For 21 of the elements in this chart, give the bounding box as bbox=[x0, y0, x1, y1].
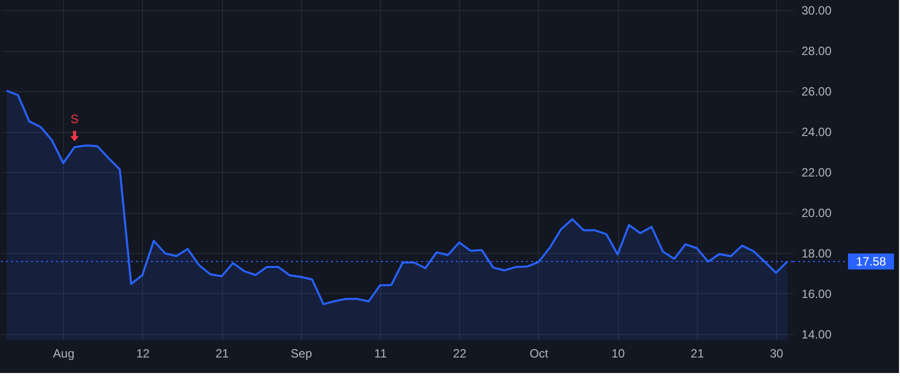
x-tick-label: 11 bbox=[374, 346, 388, 360]
annotation: S bbox=[70, 112, 79, 126]
y-tick-label: 26.00 bbox=[802, 84, 832, 99]
y-tick-label: 16.00 bbox=[802, 286, 832, 301]
x-tick-label: 21 bbox=[690, 346, 704, 360]
y-tick-label: 18.00 bbox=[802, 246, 832, 260]
y-tick-label: 24.00 bbox=[802, 125, 832, 140]
x-tick-label: 12 bbox=[136, 346, 150, 360]
y-tick-label: 20.00 bbox=[802, 206, 832, 220]
y-tick-label: 14.00 bbox=[802, 327, 832, 342]
x-tick-label: 30 bbox=[770, 346, 784, 360]
x-tick-label: Aug bbox=[53, 346, 74, 360]
ref-line-label: 17.58 bbox=[856, 254, 886, 268]
x-tick-label: Oct bbox=[530, 346, 549, 360]
x-tick-label: 21 bbox=[215, 346, 230, 360]
x-tick-label: 22 bbox=[453, 346, 467, 360]
y-tick-label: 30.00 bbox=[802, 4, 832, 18]
y-tick-label: 28.00 bbox=[802, 44, 832, 58]
y-tick-label: 22.00 bbox=[802, 166, 832, 180]
x-tick-label: 10 bbox=[611, 346, 626, 360]
x-tick-label: Sep bbox=[290, 346, 312, 360]
